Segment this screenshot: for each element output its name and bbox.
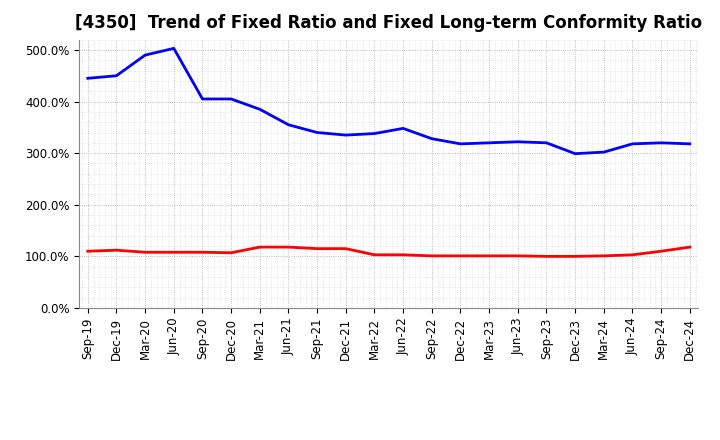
Fixed Ratio [284,122,293,128]
Fixed Ratio [685,141,694,147]
Fixed Ratio [227,96,235,102]
Fixed Ratio [198,96,207,102]
Fixed Long-term Conformity Ratio [370,252,379,257]
Fixed Long-term Conformity Ratio [685,245,694,250]
Fixed Long-term Conformity Ratio [256,245,264,250]
Title: [4350]  Trend of Fixed Ratio and Fixed Long-term Conformity Ratio: [4350] Trend of Fixed Ratio and Fixed Lo… [75,15,703,33]
Fixed Ratio [600,150,608,155]
Fixed Ratio [341,132,350,138]
Fixed Long-term Conformity Ratio [428,253,436,259]
Fixed Long-term Conformity Ratio [600,253,608,259]
Fixed Long-term Conformity Ratio [84,249,92,254]
Fixed Long-term Conformity Ratio [112,248,121,253]
Fixed Ratio [370,131,379,136]
Fixed Ratio [542,140,551,146]
Fixed Ratio [112,73,121,78]
Fixed Ratio [428,136,436,141]
Fixed Long-term Conformity Ratio [284,245,293,250]
Fixed Long-term Conformity Ratio [571,254,580,259]
Fixed Ratio [141,52,150,58]
Fixed Long-term Conformity Ratio [198,249,207,255]
Fixed Long-term Conformity Ratio [456,253,465,259]
Fixed Ratio [456,141,465,147]
Fixed Long-term Conformity Ratio [141,249,150,255]
Fixed Long-term Conformity Ratio [485,253,493,259]
Fixed Ratio [256,106,264,112]
Fixed Ratio [571,151,580,156]
Fixed Long-term Conformity Ratio [312,246,321,251]
Fixed Ratio [628,141,636,147]
Line: Fixed Long-term Conformity Ratio: Fixed Long-term Conformity Ratio [88,247,690,257]
Fixed Ratio [84,76,92,81]
Fixed Ratio [399,126,408,131]
Fixed Long-term Conformity Ratio [341,246,350,251]
Fixed Long-term Conformity Ratio [227,250,235,255]
Fixed Ratio [312,130,321,135]
Fixed Ratio [485,140,493,146]
Fixed Ratio [657,140,665,146]
Fixed Long-term Conformity Ratio [169,249,178,255]
Fixed Long-term Conformity Ratio [542,254,551,259]
Fixed Long-term Conformity Ratio [657,249,665,254]
Line: Fixed Ratio: Fixed Ratio [88,48,690,154]
Fixed Long-term Conformity Ratio [399,252,408,257]
Fixed Long-term Conformity Ratio [513,253,522,259]
Fixed Ratio [513,139,522,144]
Fixed Long-term Conformity Ratio [628,252,636,257]
Fixed Ratio [169,46,178,51]
